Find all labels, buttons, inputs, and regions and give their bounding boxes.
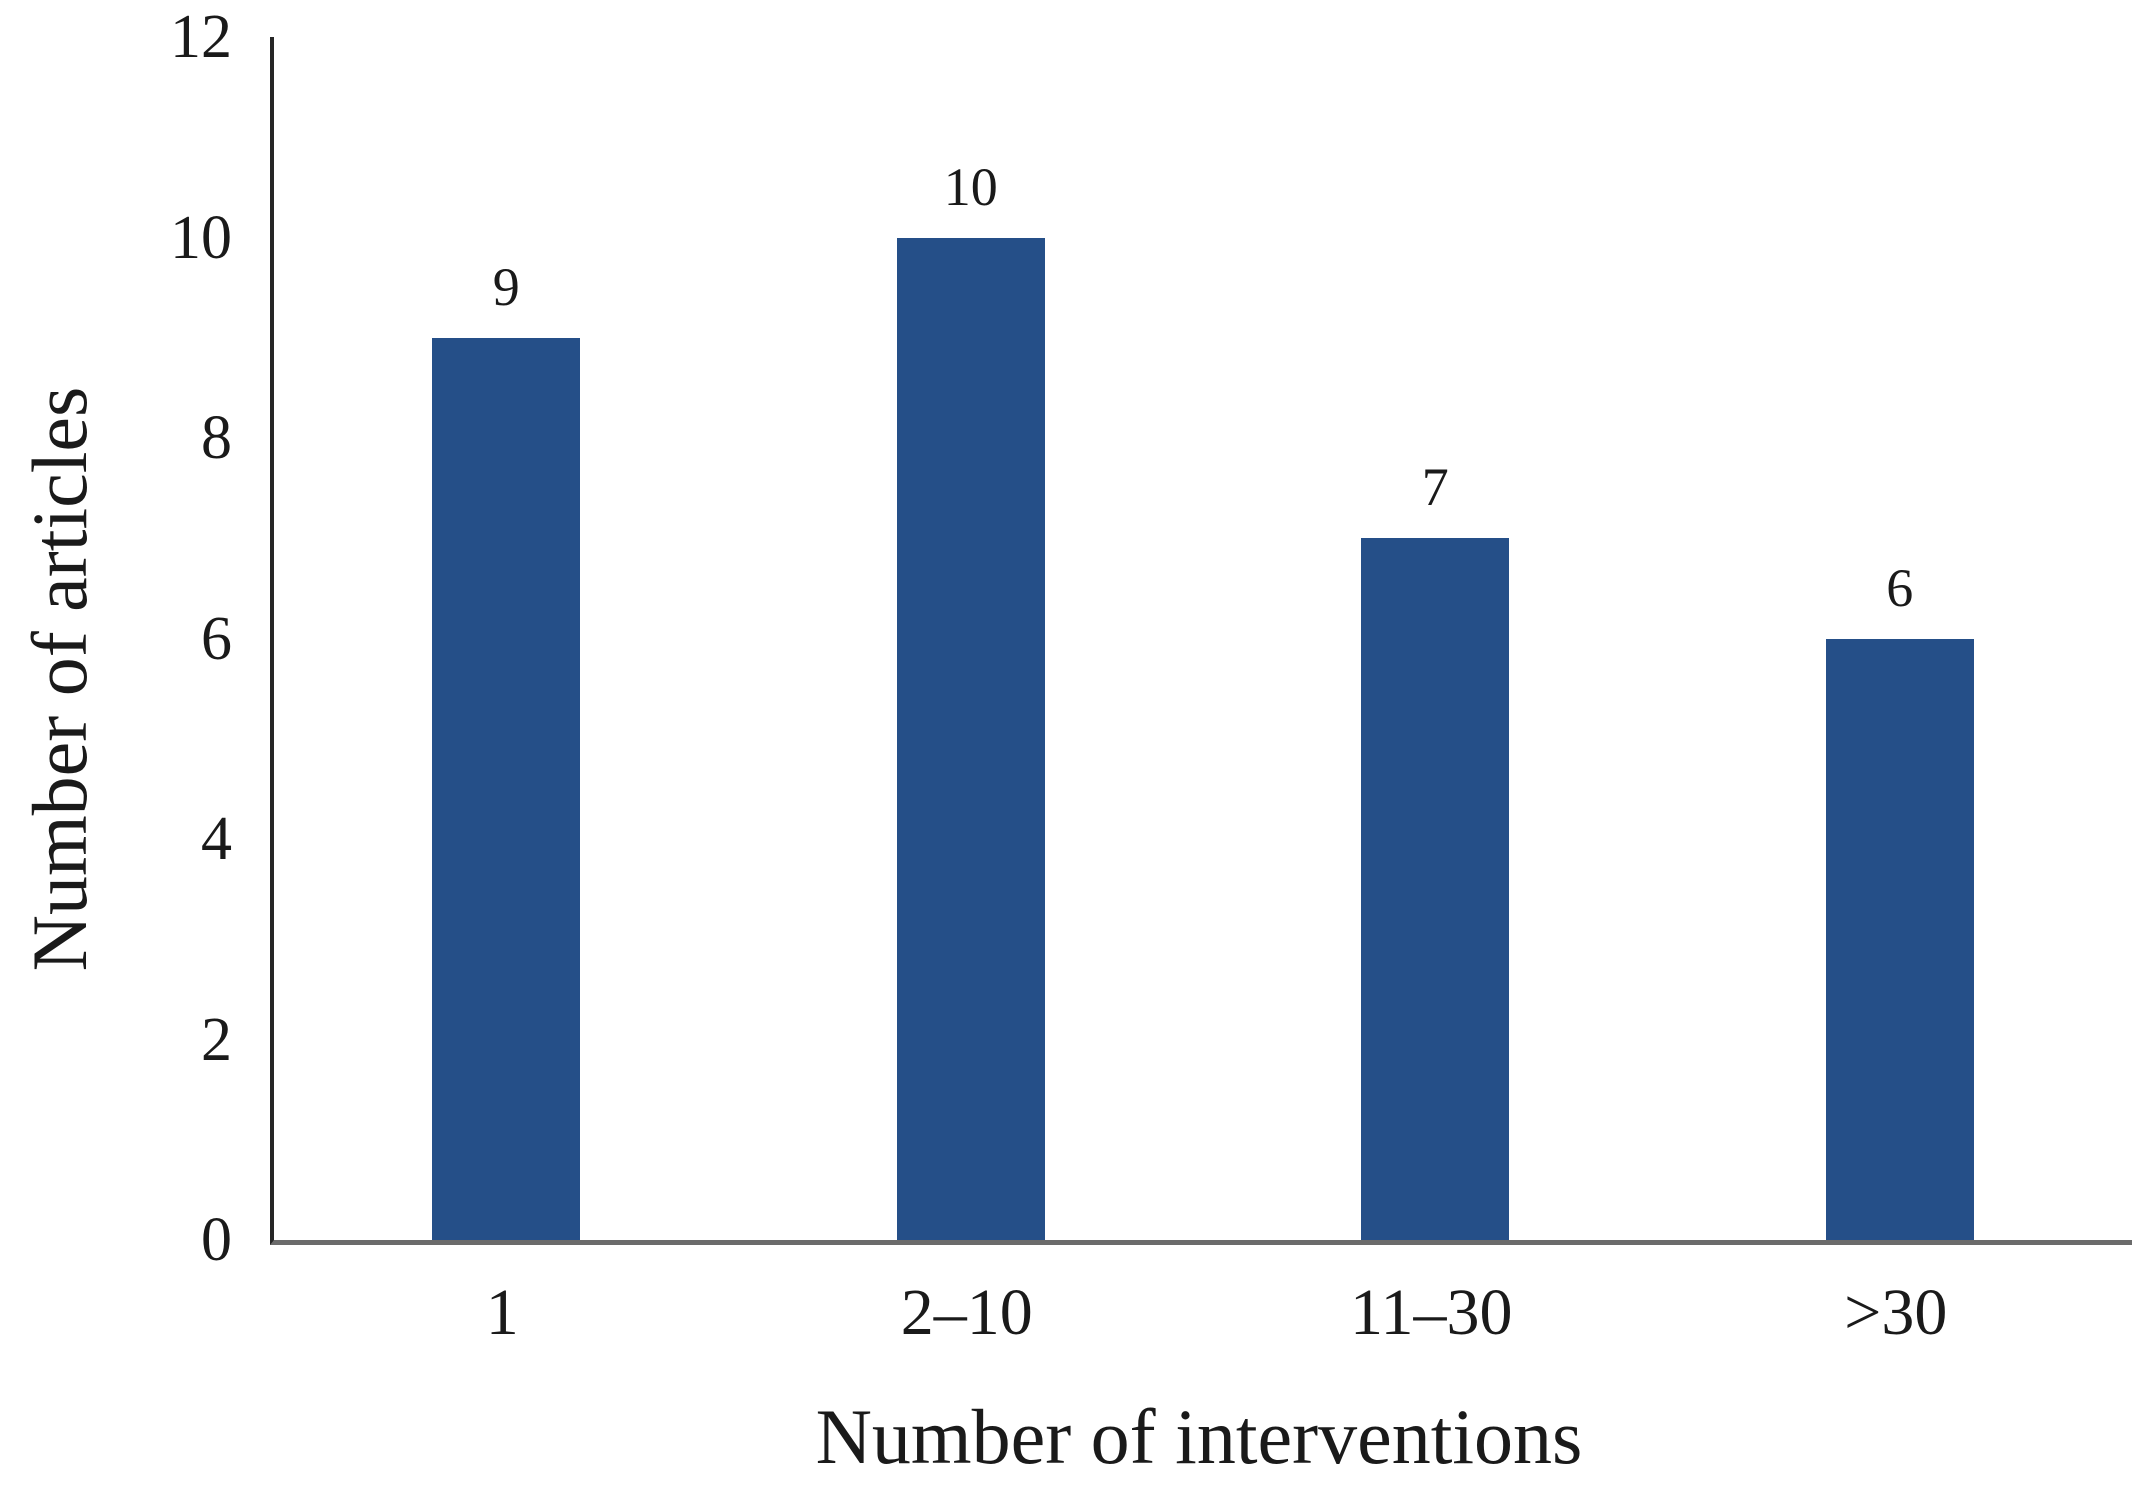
bar-slot: 7 — [1203, 37, 1668, 1240]
x-tick-label: >30 — [1844, 1276, 1948, 1349]
bar-value-label: 10 — [943, 156, 998, 217]
bar-slot: 9 — [274, 37, 739, 1240]
x-tick-label: 11–30 — [1349, 1276, 1513, 1349]
bar — [1825, 638, 1974, 1240]
bar — [1361, 538, 1510, 1240]
y-tick-label: 6 — [201, 604, 232, 673]
bars-row: 9 10 7 6 — [274, 37, 2132, 1240]
y-tick-label: 8 — [201, 404, 232, 472]
bar-value-label: 7 — [1421, 457, 1449, 518]
bar-slot: 6 — [1668, 37, 2133, 1240]
bar — [432, 337, 581, 1240]
x-tick-label: 1 — [485, 1276, 519, 1349]
bar — [896, 237, 1045, 1240]
bar-value-label: 9 — [492, 256, 520, 317]
plot-area: 9 10 7 6 — [270, 37, 2132, 1245]
x-axis-tick-labels: 1 2–10 11–30 >30 — [270, 1280, 2128, 1346]
y-tick-label: 4 — [201, 805, 232, 873]
bar-slot: 10 — [739, 37, 1204, 1240]
x-tick-label: 2–10 — [900, 1276, 1033, 1349]
bar-value-label: 6 — [1886, 557, 1914, 618]
x-axis-title: Number of interventions — [815, 1393, 1583, 1480]
y-axis-tick-labels: 0 2 4 6 8 10 12 — [0, 6, 232, 1271]
y-tick-label: 0 — [201, 1206, 232, 1274]
y-tick-label: 12 — [170, 3, 232, 71]
y-tick-label: 10 — [170, 203, 232, 272]
y-tick-label: 2 — [201, 1005, 232, 1074]
